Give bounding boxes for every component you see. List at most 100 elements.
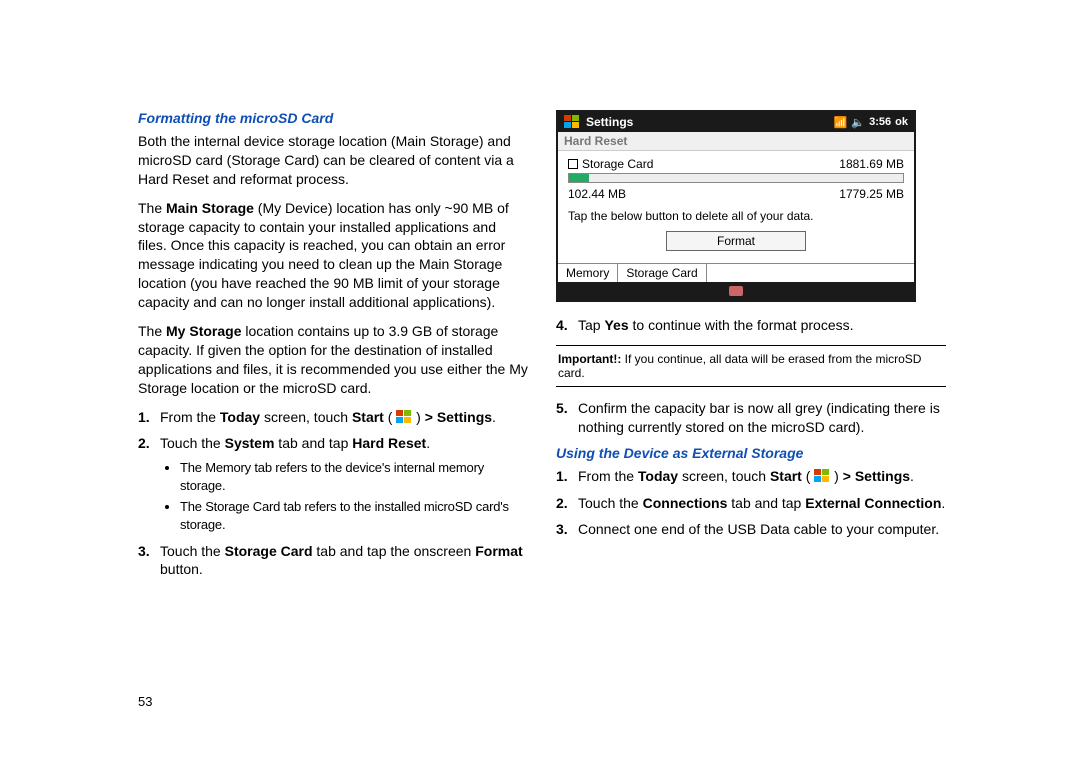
clock-text: 3:56 — [869, 116, 891, 128]
bold-text: My Storage — [166, 323, 241, 339]
step-list: 1. From the Today screen, touch Start ( … — [138, 408, 528, 580]
text: Touch the — [160, 543, 225, 559]
step-item: 2. Touch the System tab and tap Hard Res… — [160, 434, 528, 533]
text: button. — [160, 561, 203, 577]
screenshot-bottom-bar — [558, 282, 914, 300]
bold-text: > Settings — [843, 468, 910, 484]
text: to continue with the format process. — [629, 317, 854, 333]
speaker-icon: 🔈 — [851, 116, 865, 129]
step-number: 2. — [138, 434, 150, 453]
step-item: 2. Touch the Connections tab and tap Ext… — [578, 494, 946, 513]
page-number: 53 — [138, 694, 152, 709]
signal-icon: 📶 — [834, 116, 848, 129]
step-number: 1. — [138, 408, 150, 427]
step-item: 3. Connect one end of the USB Data cable… — [578, 520, 946, 539]
bold-text: Yes — [604, 317, 628, 333]
important-note: Important!: If you continue, all data wi… — [556, 345, 946, 387]
step-item: 4. Tap Yes to continue with the format p… — [578, 316, 946, 335]
step-number: 1. — [556, 467, 568, 486]
screenshot-subtitle: Hard Reset — [558, 132, 914, 151]
sub-item: The Storage Card tab refers to the insta… — [180, 498, 528, 533]
section-title-external: Using the Device as External Storage — [556, 445, 946, 461]
paragraph: The Main Storage (My Device) location ha… — [138, 199, 528, 312]
tab-storage-card[interactable]: Storage Card — [618, 264, 706, 282]
bold-text: Start — [352, 409, 384, 425]
section-title-format: Formatting the microSD Card — [138, 110, 528, 126]
text: . — [426, 435, 430, 451]
text: . — [941, 495, 945, 511]
sub-list: The Memory tab refers to the device's in… — [160, 459, 528, 533]
keyboard-icon[interactable] — [729, 286, 743, 296]
bold-text: Today — [638, 468, 678, 484]
bold-text: Start — [770, 468, 802, 484]
text: (My Device) location has only ~90 MB of … — [138, 200, 509, 310]
sub-item: The Memory tab refers to the device's in… — [180, 459, 528, 494]
bold-text: External Connection — [805, 495, 941, 511]
step-list: 4. Tap Yes to continue with the format p… — [556, 316, 946, 335]
text: Confirm the capacity bar is now all grey… — [578, 400, 940, 435]
text: ) — [412, 409, 424, 425]
text: ( — [384, 409, 396, 425]
text: Touch the — [578, 495, 643, 511]
text: screen, touch — [678, 468, 770, 484]
text: Tap — [578, 317, 604, 333]
windows-flag-icon — [814, 469, 830, 483]
format-msg: Tap the below button to delete all of yo… — [568, 209, 904, 223]
capacity-bar — [568, 173, 904, 183]
bold-text: Connections — [643, 495, 728, 511]
left-column: Formatting the microSD Card Both the int… — [138, 110, 528, 587]
tab-memory[interactable]: Memory — [558, 264, 618, 282]
bold-text: Hard Reset — [352, 435, 426, 451]
storage-label: Storage Card — [582, 157, 653, 171]
text: The — [138, 200, 166, 216]
screenshot-title: Settings — [586, 115, 633, 129]
text: ( — [802, 468, 814, 484]
device-screenshot: Settings 📶 🔈 3:56 ok Hard Reset Storage … — [556, 110, 916, 302]
step-item: 5. Confirm the capacity bar is now all g… — [578, 399, 946, 437]
storage-row: Storage Card 1881.69 MB — [568, 157, 904, 171]
storage-total: 1881.69 MB — [839, 157, 904, 171]
step-list: 1. From the Today screen, touch Start ( … — [556, 467, 946, 540]
bold-text: > Settings — [425, 409, 492, 425]
text: Touch the — [160, 435, 225, 451]
ok-button[interactable]: ok — [895, 116, 908, 128]
screenshot-tabs: Memory Storage Card — [558, 263, 914, 282]
text: tab and tap the onscreen — [313, 543, 476, 559]
bold-text: Main Storage — [166, 200, 254, 216]
paragraph: Both the internal device storage locatio… — [138, 132, 528, 189]
format-button[interactable]: Format — [666, 231, 806, 251]
bold-text: System — [225, 435, 275, 451]
text: Connect one end of the USB Data cable to… — [578, 521, 939, 537]
checkbox-icon — [568, 159, 578, 169]
screenshot-titlebar: Settings 📶 🔈 3:56 ok — [558, 112, 914, 132]
step-number: 3. — [138, 542, 150, 561]
storage-row: 102.44 MB 1779.25 MB — [568, 187, 904, 201]
status-area: 📶 🔈 3:56 ok — [834, 116, 908, 129]
capacity-bar-fill — [569, 174, 589, 182]
windows-flag-icon — [564, 115, 580, 129]
step-number: 2. — [556, 494, 568, 513]
paragraph: The My Storage location contains up to 3… — [138, 322, 528, 398]
text: tab and tap — [727, 495, 805, 511]
bold-text: Today — [220, 409, 260, 425]
step-number: 3. — [556, 520, 568, 539]
text: From the — [578, 468, 638, 484]
storage-used: 102.44 MB — [568, 187, 626, 201]
text: The — [138, 323, 166, 339]
text: From the — [160, 409, 220, 425]
step-number: 5. — [556, 399, 568, 418]
bold-text: Storage Card — [225, 543, 313, 559]
step-number: 4. — [556, 316, 568, 335]
step-item: 1. From the Today screen, touch Start ( … — [578, 467, 946, 486]
note-label: Important!: — [558, 352, 621, 366]
page-content: Formatting the microSD Card Both the int… — [138, 110, 948, 587]
bold-text: Format — [475, 543, 522, 559]
screenshot-body: Storage Card 1881.69 MB 102.44 MB 1779.2… — [558, 151, 914, 263]
storage-free: 1779.25 MB — [839, 187, 904, 201]
text: tab and tap — [274, 435, 352, 451]
text: . — [492, 409, 496, 425]
text: . — [910, 468, 914, 484]
text: ) — [830, 468, 842, 484]
step-item: 3. Touch the Storage Card tab and tap th… — [160, 542, 528, 580]
windows-flag-icon — [396, 410, 412, 424]
